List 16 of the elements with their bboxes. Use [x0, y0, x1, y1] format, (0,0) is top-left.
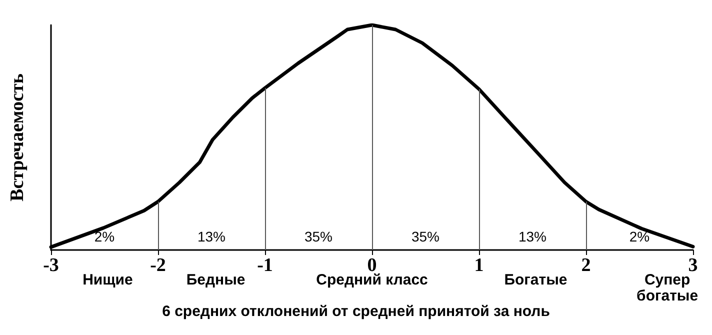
annotation: 2%	[629, 228, 650, 244]
x-tick-label: -3	[43, 255, 59, 276]
x-tick-label: -1	[257, 255, 273, 276]
x-tick-label: 2	[581, 255, 591, 276]
annotation: 2%	[94, 228, 115, 244]
annotation: 13%	[197, 228, 226, 244]
y-axis-title: Встречаемость	[7, 74, 28, 202]
x-tick-label: 1	[474, 255, 484, 276]
annotation: 13%	[518, 228, 547, 244]
x-axis-title: 6 средних отклонений от средней принятой за ноль	[162, 303, 550, 320]
annotation: 35%	[304, 228, 333, 244]
text: Богатые	[504, 272, 568, 288]
x-tick-label: -2	[150, 255, 166, 276]
annotation: 35%	[411, 228, 440, 244]
text: Нищие	[82, 272, 133, 288]
text: Бедные	[186, 272, 246, 288]
